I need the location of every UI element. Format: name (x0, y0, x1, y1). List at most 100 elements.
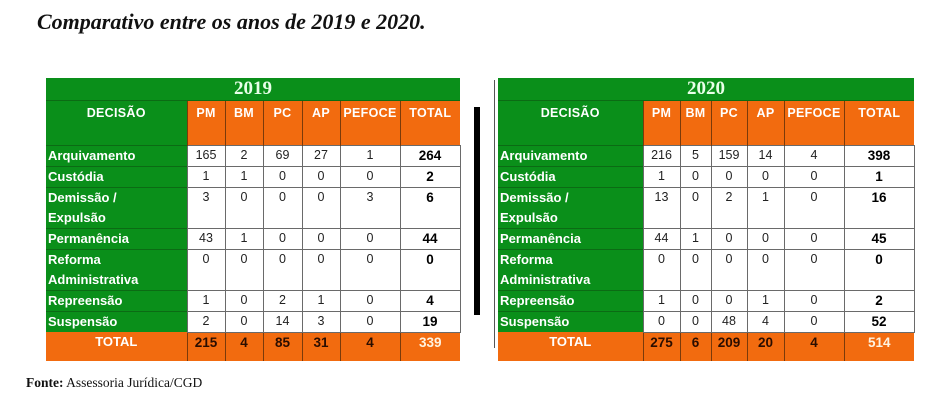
cell-pc: 0 (710, 166, 748, 188)
cell-total: 1 (843, 166, 915, 188)
year-label: 2019 (46, 78, 461, 101)
total-ap: 31 (301, 332, 340, 361)
column-header-row: DECISÃO PM BM PC AP PEFOCE TOTAL (46, 100, 461, 146)
col-header-total: TOTAL (399, 100, 461, 146)
col-header-pefoce: PEFOCE (783, 100, 844, 146)
cell-ap: 3 (301, 311, 341, 333)
total-pefoce: 4 (339, 332, 400, 361)
cell-pefoce: 0 (783, 311, 845, 333)
cell-pefoce: 3 (339, 187, 401, 229)
cell-pc: 0 (710, 228, 748, 250)
cell-pc: 0 (262, 166, 303, 188)
table-2019: 2019 DECISÃO PM BM PC AP PEFOCE TOTAL Ar… (46, 78, 461, 361)
cell-ap: 1 (746, 290, 785, 312)
table-row: Suspensão 0 0 48 4 0 52 (498, 311, 915, 333)
cell-pm: 3 (186, 187, 226, 229)
table-row: Arquivamento 216 5 159 14 4 398 (498, 145, 915, 167)
cell-pm: 1 (642, 290, 681, 312)
cell-pm: 0 (642, 311, 681, 333)
cell-ap: 0 (301, 166, 341, 188)
row-label: Demissão / Expulsão (46, 187, 187, 229)
cell-total: 2 (399, 166, 461, 188)
row-label-line2: Administrativa (500, 272, 591, 287)
table-row: Custódia 1 0 0 0 0 1 (498, 166, 915, 188)
table-row: Reforma Administrativa 0 0 0 0 0 0 (498, 249, 915, 291)
cell-ap: 4 (746, 311, 785, 333)
cell-pefoce: 0 (339, 311, 401, 333)
col-header-bm: BM (224, 100, 263, 146)
cell-ap: 27 (301, 145, 341, 167)
totals-row: TOTAL 275 6 209 20 4 514 (498, 332, 915, 361)
cell-pm: 43 (186, 228, 226, 250)
cell-total: 2 (843, 290, 915, 312)
cell-bm: 0 (679, 166, 712, 188)
cell-bm: 1 (679, 228, 712, 250)
cell-bm: 0 (679, 290, 712, 312)
col-header-ap: AP (746, 100, 784, 146)
totals-label: TOTAL (46, 332, 187, 361)
cell-ap: 0 (301, 249, 341, 291)
cell-ap: 0 (746, 249, 785, 291)
col-header-ap: AP (301, 100, 340, 146)
total-pc: 85 (262, 332, 302, 361)
col-header-total: TOTAL (843, 100, 915, 146)
grand-total: 339 (399, 332, 461, 361)
cell-pm: 0 (186, 249, 226, 291)
source-label: Fonte: (26, 375, 64, 390)
cell-bm: 0 (679, 249, 712, 291)
cell-pefoce: 0 (339, 290, 401, 312)
cell-bm: 0 (224, 249, 264, 291)
cell-pc: 0 (710, 249, 748, 291)
table-row: Permanência 44 1 0 0 0 45 (498, 228, 915, 250)
cell-pm: 0 (642, 249, 681, 291)
cell-ap: 1 (746, 187, 785, 229)
cell-total: 264 (399, 145, 461, 167)
table-row: Repreensão 1 0 0 1 0 2 (498, 290, 915, 312)
cell-pefoce: 1 (339, 145, 401, 167)
cell-pm: 165 (186, 145, 226, 167)
cell-pc: 159 (710, 145, 748, 167)
col-header-pefoce: PEFOCE (339, 100, 400, 146)
cell-ap: 0 (746, 166, 785, 188)
row-label-line1: Demissão / (48, 190, 117, 205)
cell-pefoce: 0 (783, 249, 845, 291)
col-header-decisao: DECISÃO (46, 100, 187, 146)
table-row: Repreensão 1 0 2 1 0 4 (46, 290, 461, 312)
cell-bm: 0 (224, 187, 264, 229)
cell-pc: 0 (262, 228, 303, 250)
source-text: Assessoria Jurídica/CGD (66, 375, 203, 390)
col-header-bm: BM (679, 100, 711, 146)
total-pefoce: 4 (783, 332, 844, 361)
cell-pc: 0 (262, 249, 303, 291)
table-row: Demissão / Expulsão 13 0 2 1 0 16 (498, 187, 915, 229)
cell-total: 4 (399, 290, 461, 312)
row-label-line1: Demissão / (500, 190, 569, 205)
col-header-pm: PM (642, 100, 680, 146)
year-header-row: 2020 (498, 78, 915, 101)
cell-total: 6 (399, 187, 461, 229)
cell-pefoce: 0 (783, 290, 845, 312)
row-label: Permanência (46, 228, 187, 250)
cell-ap: 0 (301, 228, 341, 250)
page-title: Comparativo entre os anos de 2019 e 2020… (37, 9, 426, 34)
separator-bar (474, 107, 480, 315)
col-header-decisao: DECISÃO (498, 100, 643, 146)
cell-bm: 0 (224, 290, 264, 312)
cell-pefoce: 0 (339, 166, 401, 188)
cell-pefoce: 0 (339, 249, 401, 291)
cell-bm: 0 (679, 311, 712, 333)
year-header-row: 2019 (46, 78, 461, 101)
cell-pc: 48 (710, 311, 748, 333)
table-2020: 2020 DECISÃO PM BM PC AP PEFOCE TOTAL Ar… (498, 78, 915, 361)
divider-line (494, 80, 495, 348)
cell-total: 0 (399, 249, 461, 291)
cell-ap: 1 (301, 290, 341, 312)
row-label: Arquivamento (498, 145, 643, 167)
cell-pm: 216 (642, 145, 681, 167)
grand-total: 514 (843, 332, 915, 361)
cell-total: 0 (843, 249, 915, 291)
cell-pm: 1 (642, 166, 681, 188)
row-label-line1: Reforma (48, 252, 101, 267)
column-header-row: DECISÃO PM BM PC AP PEFOCE TOTAL (498, 100, 915, 146)
cell-ap: 0 (301, 187, 341, 229)
